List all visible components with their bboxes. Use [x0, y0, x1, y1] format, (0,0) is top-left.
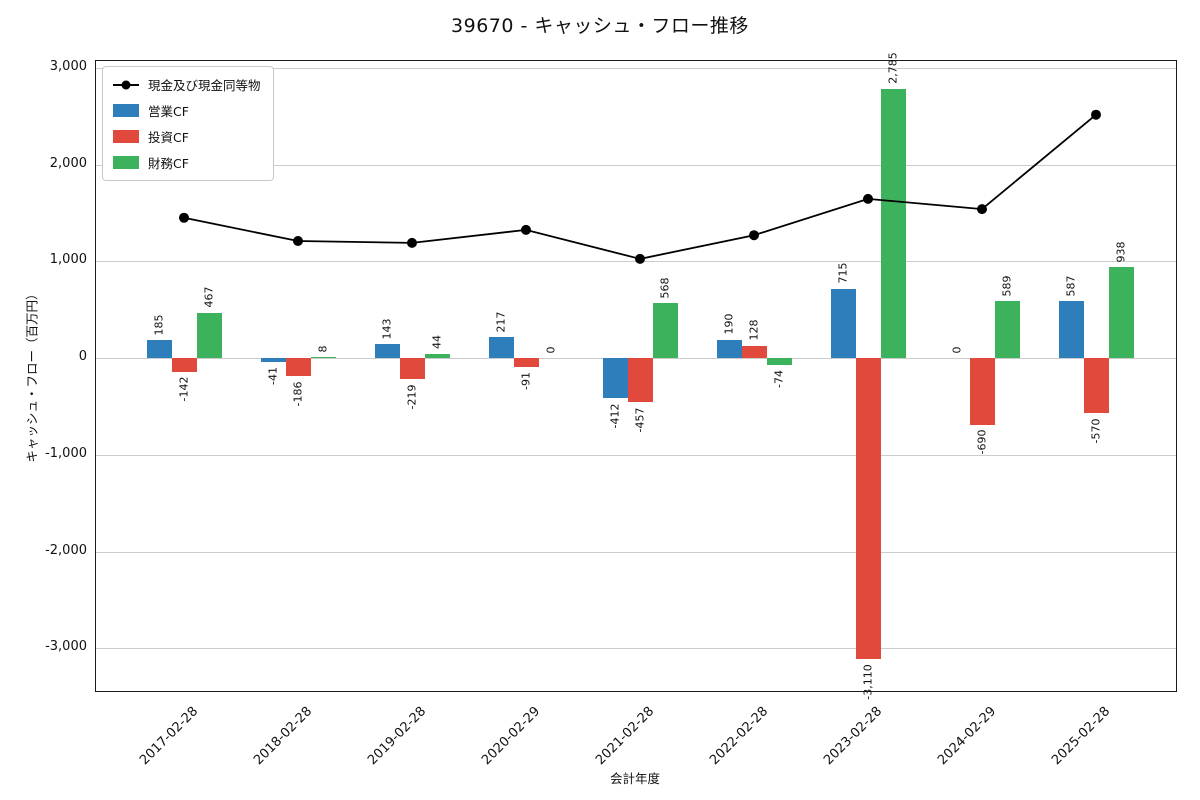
bar-operating: [602, 358, 628, 398]
y-axis-label: キャッシュ・フロー（百万円）: [24, 287, 40, 463]
bar-investing: [171, 358, 197, 372]
bar-operating: [1058, 301, 1084, 359]
bar-investing: [399, 358, 425, 380]
bar-financing: [1108, 267, 1134, 359]
gridline: [96, 67, 1176, 69]
bar-value-label: -3,110: [861, 663, 875, 700]
bar-investing: [855, 358, 881, 660]
legend-item-financing-cf: 財務CF: [113, 153, 261, 172]
bar-value-label: -457: [633, 407, 647, 433]
legend-label-financing-cf: 財務CF: [148, 156, 189, 171]
bar-value-label: 938: [1114, 241, 1128, 263]
x-tick-label: 2024-02-29: [935, 704, 1000, 769]
bar-investing: [1083, 358, 1109, 414]
x-tick-label: 2021-02-28: [593, 704, 658, 769]
bar-financing: [310, 357, 336, 359]
x-tick-label: 2020-02-29: [479, 704, 544, 769]
bar-financing: [766, 358, 792, 366]
bar-value-label: 568: [658, 277, 672, 299]
bar-value-label: 128: [747, 319, 761, 341]
bar-value-label: -74: [772, 370, 786, 389]
bar-operating: [260, 358, 286, 363]
y-tick-label: 0: [78, 349, 87, 365]
bar-investing: [285, 358, 311, 377]
bar-financing: [652, 303, 678, 359]
legend-item-investing-cf: 投資CF: [113, 127, 261, 146]
y-tick-label: -3,000: [45, 639, 87, 655]
operating-cf-swatch-icon: [113, 104, 139, 117]
x-tick-label: 2019-02-28: [365, 704, 430, 769]
bar-investing: [627, 358, 653, 403]
bar-value-label: -186: [291, 381, 305, 407]
bar-operating: [374, 344, 400, 359]
x-tick-label: 2022-02-28: [707, 704, 772, 769]
legend-item-cash: 現金及び現金同等物: [113, 75, 261, 94]
gridline: [96, 164, 1176, 166]
x-axis-label: 会計年度: [609, 771, 660, 786]
bar-value-label: 589: [1000, 275, 1014, 297]
y-tick-label: -1,000: [45, 445, 87, 461]
bar-value-label: 185: [152, 314, 166, 336]
bar-operating: [146, 340, 172, 359]
bar-value-label: 44: [430, 334, 444, 349]
x-tick-label: 2017-02-28: [137, 704, 202, 769]
bar-value-label: 467: [202, 286, 216, 308]
gridline: [96, 454, 1176, 456]
bar-value-label: -91: [519, 371, 533, 390]
legend: 現金及び現金同等物 営業CF 投資CF 財務CF: [102, 66, 274, 181]
bar-value-label: -219: [405, 384, 419, 410]
financing-cf-swatch-icon: [113, 156, 139, 169]
bar-operating: [488, 337, 514, 359]
bar-value-label: -690: [975, 429, 989, 455]
bar-value-label: -142: [177, 376, 191, 402]
bar-operating: [830, 288, 856, 359]
cash-line-series: [179, 109, 1101, 264]
bar-value-label: 0: [544, 346, 558, 354]
bar-value-label: 0: [950, 346, 964, 354]
bar-value-label: 587: [1064, 275, 1078, 297]
bar-financing: [424, 353, 450, 359]
bar-financing: [880, 88, 906, 359]
y-tick-label: -2,000: [45, 542, 87, 558]
legend-item-operating-cf: 営業CF: [113, 101, 261, 120]
y-tick-label: 3,000: [49, 58, 87, 74]
bar-value-label: 8: [316, 345, 330, 353]
bar-value-label: 190: [722, 313, 736, 335]
x-tick-label: 2023-02-28: [821, 704, 886, 769]
bar-operating: [716, 339, 742, 359]
bar-value-label: 715: [836, 262, 850, 284]
y-tick-label: 1,000: [49, 252, 87, 268]
bar-financing: [994, 301, 1020, 359]
gridline: [96, 648, 1176, 650]
investing-cf-swatch-icon: [113, 130, 139, 143]
legend-label-cash: 現金及び現金同等物: [148, 78, 261, 93]
bar-investing: [969, 358, 995, 425]
bar-value-label: 217: [494, 311, 508, 333]
x-tick-label: 2018-02-28: [251, 704, 316, 769]
bar-value-label: -41: [266, 367, 280, 386]
chart-title: 39670 - キャッシュ・フロー推移: [451, 15, 749, 37]
gridline: [96, 551, 1176, 553]
bar-value-label: -412: [608, 403, 622, 428]
plot-area: 現金及び現金同等物 営業CF 投資CF 財務CF 185 -41 143 217 -41…: [95, 52, 1177, 699]
x-tick-label: 2025-02-28: [1049, 704, 1114, 769]
bar-value-label: 2,785: [886, 51, 900, 84]
bar-financing: [196, 312, 222, 359]
y-tick-label: 2,000: [49, 155, 87, 171]
bar-value-label: 143: [380, 318, 394, 340]
legend-label-investing-cf: 投資CF: [148, 130, 189, 145]
legend-label-operating-cf: 営業CF: [148, 104, 189, 119]
bar-investing: [741, 345, 767, 359]
line-marker-icon: [113, 80, 139, 89]
bar-value-label: -570: [1089, 418, 1103, 444]
bar-investing: [513, 358, 539, 367]
